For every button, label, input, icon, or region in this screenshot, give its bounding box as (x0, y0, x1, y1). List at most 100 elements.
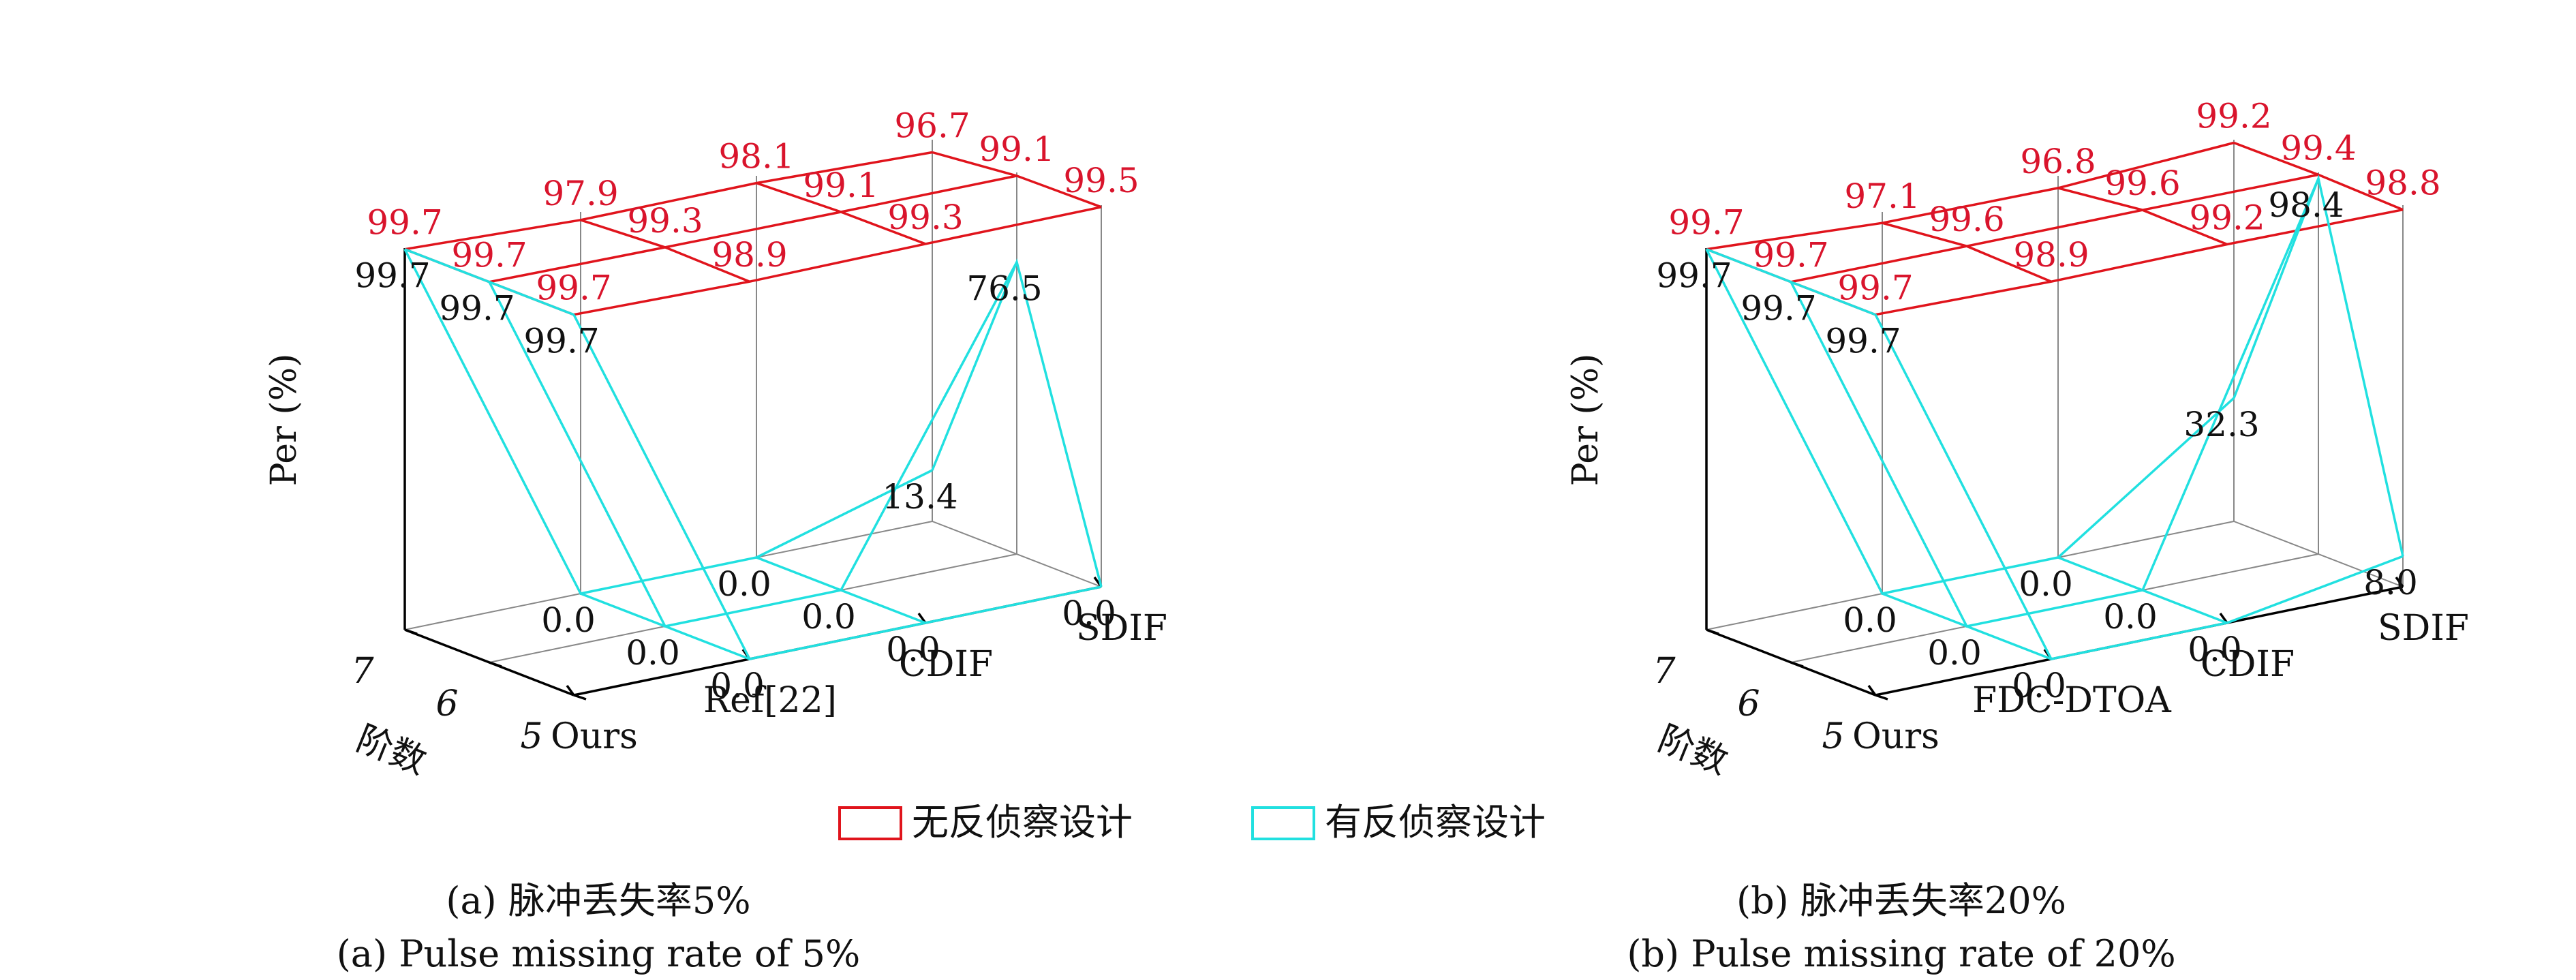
legend-label-anti: 有反侦察设计 (1325, 801, 1546, 844)
data-label: 99.6 (1929, 200, 2004, 239)
series-line-order-7 (403, 248, 933, 595)
caption-a-cn: (a) 脉冲丢失率5% (446, 879, 750, 922)
series-line-order-7 (1705, 248, 2235, 595)
data-label: 99.1 (979, 129, 1054, 169)
data-label: 98.4 (2268, 185, 2344, 225)
data-label: 0.0 (2012, 666, 2066, 705)
series-line-method-2 (2057, 187, 2228, 246)
data-label: 76.5 (966, 269, 1042, 309)
order-tick-label: 6 (1737, 684, 1760, 724)
data-label: 8.0 (2363, 563, 2418, 602)
method-tick-label: FDC-DTOA (1972, 680, 2172, 721)
series-line-method-0 (1706, 248, 1876, 316)
data-label: 99.3 (887, 198, 963, 237)
method-tick (1867, 684, 1877, 696)
order-tick (404, 628, 418, 635)
caption-a-en: (a) Pulse missing rate of 5% (337, 932, 861, 975)
order-tick (1790, 661, 1804, 668)
data-label: 98.8 (2365, 164, 2440, 203)
series-line-method-3 (931, 258, 1103, 587)
order-tick-label: 6 (435, 684, 458, 724)
data-label: 0.0 (801, 597, 856, 637)
data-label: 0.0 (2188, 630, 2242, 669)
order-tick-label: 5 (520, 716, 542, 757)
legend-swatch-anti (1251, 806, 1315, 840)
data-label: 99.7 (536, 269, 611, 308)
series-line-method-1 (580, 219, 750, 283)
data-label: 99.7 (523, 322, 599, 361)
legend-label-no-anti: 无反侦察设计 (912, 801, 1133, 844)
data-label: 99.7 (1837, 269, 1913, 308)
data-label: 99.7 (1668, 203, 1744, 243)
legend-swatch-no-anti (838, 806, 902, 840)
order-axis-title: 阶数 (351, 718, 432, 783)
order-tick-label: 7 (1653, 651, 1676, 692)
data-label: 99.7 (451, 236, 527, 275)
method-tick (566, 684, 575, 696)
data-label: 32.3 (2183, 405, 2259, 444)
data-label: 99.7 (367, 203, 442, 243)
data-label: 0.0 (2103, 597, 2158, 637)
legend: 无反侦察设计 有反侦察设计 (838, 801, 1546, 844)
method-tick-label: SDIF (1076, 608, 1167, 649)
method-tick-label: CDIF (2201, 644, 2295, 685)
order-tick (1706, 628, 1719, 635)
method-tick-label: CDIF (899, 644, 993, 685)
series-no-anti-recon: 99.7 97.1 96.8 99.2 99.7 99.6 99.6 99.4 99.7 98.9… (1668, 96, 2441, 316)
series-line-method-3 (2233, 174, 2404, 557)
panel-b: Per (%) 7 6 5 阶数 Ours FDC-DTOA CDIF SDIF 99.7 97.1… (1565, 96, 2469, 782)
series-line-order-5 (1874, 313, 2404, 660)
data-label: 99.3 (627, 201, 703, 241)
method-tick-label: Ours (551, 716, 638, 757)
data-label: 0.0 (886, 630, 940, 669)
data-label: 96.8 (2020, 142, 2096, 181)
data-label: 0.0 (626, 633, 680, 673)
data-label: 99.7 (1753, 236, 1828, 275)
data-label: 0.0 (1843, 600, 1897, 640)
data-label: 99.2 (2189, 198, 2265, 237)
series-line-method-1 (1882, 592, 2052, 660)
series-line-order-6 (489, 174, 1017, 284)
data-label: 0.0 (1927, 633, 1982, 673)
data-label: 0.0 (1062, 594, 1116, 633)
order-tick-label: 5 (1822, 716, 1844, 757)
method-tick (2395, 576, 2404, 588)
series-line-order-6 (1790, 173, 2319, 284)
series-line-method-1 (580, 592, 750, 660)
series-line-order-5 (573, 206, 1102, 316)
data-label: 96.7 (894, 106, 970, 145)
series-line-order-6 (1790, 178, 2320, 628)
series-line-order-5 (1875, 208, 2404, 316)
method-tick-label: Ours (1852, 716, 1939, 757)
data-label: 99.5 (1063, 161, 1139, 200)
data-label: 13.4 (882, 477, 957, 517)
data-label: 99.1 (803, 166, 878, 205)
data-label: 99.2 (2196, 96, 2271, 136)
series-anti-recon: 99.7 0.0 0.0 32.3 99.7 0.0 0.0 98.4 99.7 0.0 0.0 8.… (1656, 174, 2418, 705)
data-label: 0.0 (710, 666, 765, 705)
series-line-method-2 (756, 181, 926, 245)
data-label: 0.0 (717, 564, 771, 604)
data-label: 98.1 (718, 137, 794, 177)
series-no-anti-recon: 99.797.998.196.799.799.399.199.199.798.9… (367, 106, 1139, 316)
series-line-order-6 (488, 261, 1018, 628)
order-tick-label: 7 (351, 651, 374, 692)
caption-b-cn: (b) 脉冲丢失率20% (1736, 879, 2066, 922)
series-anti-recon: 99.7 0.0 0.0 13.4 99.7 0.0 0.0 76.5 99.7 0.0 0.0 0.… (354, 248, 1116, 705)
z-axis-label: Per (%) (264, 354, 305, 487)
data-label: 0.0 (2019, 564, 2073, 604)
order-tick (489, 661, 502, 668)
data-label: 97.9 (542, 174, 618, 213)
order-tick (1875, 694, 1888, 701)
data-label: 98.9 (2013, 235, 2089, 275)
data-label: 99.7 (1825, 322, 1901, 361)
series-line-method-0 (404, 248, 574, 316)
order-axis-title: 阶数 (1653, 718, 1734, 783)
method-tick-label: Ref[22] (703, 680, 837, 721)
data-label: 99.7 (439, 289, 515, 328)
caption-b-en: (b) Pulse missing rate of 20% (1627, 932, 2175, 975)
grid-lines (404, 140, 1102, 696)
series-line-method-1 (1882, 221, 2052, 283)
